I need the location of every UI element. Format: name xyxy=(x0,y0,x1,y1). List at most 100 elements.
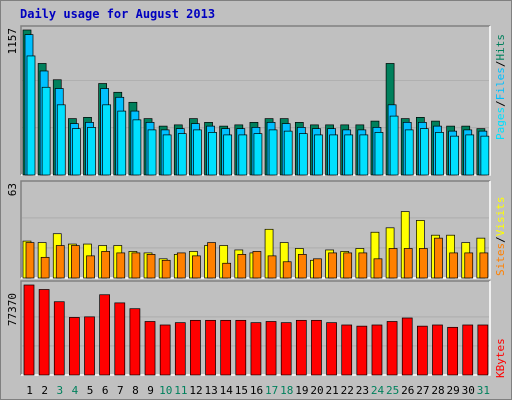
x-day-label: 16 xyxy=(250,384,263,397)
x-day-label: 6 xyxy=(102,384,109,397)
side-legend-part: Files xyxy=(494,67,507,100)
sites-bar xyxy=(282,261,292,279)
kbytes-bar xyxy=(235,319,247,376)
sites-bar xyxy=(86,255,95,279)
x-day-label: 19 xyxy=(295,384,308,397)
sites-bar xyxy=(328,252,337,279)
kbytes-bar xyxy=(462,324,474,376)
kbytes-bar xyxy=(326,322,337,376)
sites-bar xyxy=(267,255,277,279)
x-day-label: 9 xyxy=(147,384,154,397)
kbytes-bar xyxy=(144,321,156,376)
sites-bar xyxy=(403,248,413,279)
pages-bar xyxy=(359,134,369,176)
panel-border-shadow xyxy=(20,180,490,278)
x-day-label: 12 xyxy=(189,384,202,397)
sites-bar xyxy=(388,248,398,279)
kbytes-bar xyxy=(69,317,80,376)
x-day-label: 27 xyxy=(416,384,429,397)
kbytes-bar xyxy=(23,284,35,376)
pages-bar xyxy=(344,134,354,176)
side-legend-part: Visits xyxy=(494,197,507,237)
sites-bar xyxy=(116,252,126,279)
pages-bar xyxy=(314,134,323,176)
pages-bar xyxy=(223,134,233,176)
side-legend-part: / xyxy=(494,61,507,68)
y-max-label: 63 xyxy=(6,183,19,196)
x-day-label: 14 xyxy=(220,384,234,397)
sites-bar xyxy=(313,258,322,279)
x-day-label: 5 xyxy=(87,384,94,397)
pages-bar xyxy=(162,134,172,176)
pages-bar xyxy=(72,128,81,176)
kbytes-bar xyxy=(190,319,201,376)
kbytes-bar xyxy=(371,324,383,376)
sites-bar xyxy=(449,252,458,279)
x-day-label: 20 xyxy=(310,384,323,397)
pages-bar xyxy=(26,55,36,176)
pages-bar xyxy=(404,129,414,176)
sites-bar xyxy=(101,251,110,279)
pages-bar xyxy=(389,115,399,176)
sites-bar xyxy=(297,254,307,279)
pages-bar xyxy=(253,133,263,176)
pages-bar xyxy=(87,127,96,176)
sites-bar xyxy=(373,258,383,279)
kbytes-bar xyxy=(38,289,50,376)
x-day-label: 29 xyxy=(447,384,460,397)
kbytes-bar xyxy=(84,316,95,376)
sites-bar xyxy=(343,252,353,279)
pages-bar xyxy=(238,134,248,176)
side-legend-part: Pages xyxy=(494,107,507,140)
kbytes-bar xyxy=(477,324,489,376)
x-day-label: 30 xyxy=(462,384,475,397)
y-max-label: 77370 xyxy=(6,293,19,326)
kbytes-bar xyxy=(99,294,110,376)
panel-border-shadow xyxy=(20,25,490,175)
pages-bar xyxy=(132,119,142,176)
x-day-label: 3 xyxy=(57,384,64,397)
sites-bar xyxy=(71,245,80,279)
x-day-label: 11 xyxy=(174,384,187,397)
sites-bar xyxy=(207,242,216,279)
sites-bar xyxy=(55,245,65,279)
pages-bar xyxy=(102,104,111,176)
pages-bar xyxy=(41,86,51,176)
x-day-label: 2 xyxy=(41,384,48,397)
sites-bar xyxy=(464,252,474,279)
sites-bar xyxy=(25,242,35,279)
x-day-label: 21 xyxy=(326,384,339,397)
side-legend-part: / xyxy=(494,236,507,243)
kbytes-bar xyxy=(280,322,292,376)
x-day-label: 8 xyxy=(132,384,139,397)
pages-bar xyxy=(56,104,66,176)
kbytes-bar xyxy=(53,301,65,376)
pages-bar xyxy=(268,129,278,176)
kbytes-bar xyxy=(114,302,126,376)
x-day-label: 17 xyxy=(265,384,278,397)
chart-title: Daily usage for August 2013 xyxy=(20,7,216,21)
kbytes-bar xyxy=(447,326,458,376)
sites-bar xyxy=(40,256,50,279)
sites-bar xyxy=(358,252,368,279)
kbytes-bar xyxy=(265,321,277,376)
kbytes-bar xyxy=(417,325,428,376)
side-legend-part: Sites xyxy=(494,243,507,276)
sites-bar xyxy=(434,237,443,279)
pages-bar xyxy=(480,135,490,176)
x-day-label: 23 xyxy=(356,384,369,397)
x-day-label: 31 xyxy=(477,384,490,397)
x-day-label: 28 xyxy=(431,384,444,397)
side-legend: KBytes xyxy=(494,338,507,378)
side-legend-part: KBytes xyxy=(494,338,507,378)
x-day-label: 1 xyxy=(26,384,33,397)
kbytes-bar xyxy=(432,324,443,376)
x-day-label: 13 xyxy=(204,384,217,397)
kbytes-bar xyxy=(295,319,307,376)
x-day-label: 18 xyxy=(280,384,293,397)
x-day-label: 22 xyxy=(341,384,354,397)
x-day-label: 26 xyxy=(401,384,414,397)
x-day-label: 10 xyxy=(159,384,172,397)
kbytes-bar xyxy=(386,321,398,376)
kbytes-bar xyxy=(159,324,171,376)
